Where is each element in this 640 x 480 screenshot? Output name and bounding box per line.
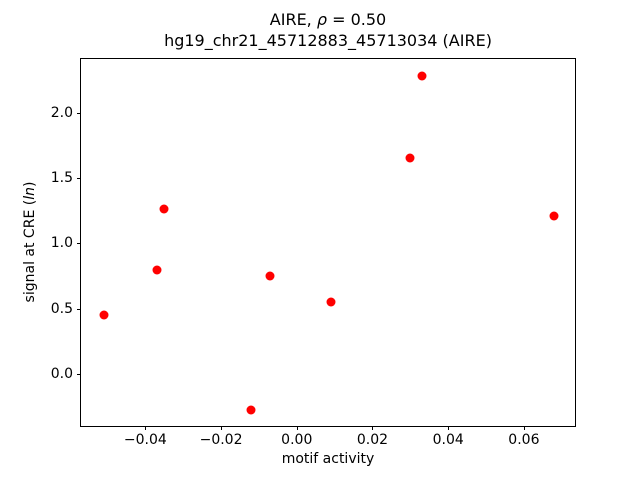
title-rho-symbol: ρ xyxy=(316,10,327,29)
chart-title: AIRE, ρ = 0.50 hg19_chr21_45712883_45713… xyxy=(80,9,576,51)
x-tick-label: 0.06 xyxy=(508,432,540,448)
y-tick-label: 1.5 xyxy=(50,170,73,187)
y-axis-label: signal at CRE (ln) xyxy=(22,182,38,303)
scatter-point xyxy=(326,297,336,307)
x-tick-label: 0.04 xyxy=(432,432,464,448)
x-tick-mark xyxy=(523,426,525,430)
y-tick-label: 2.0 xyxy=(50,104,73,121)
scatter-point xyxy=(265,271,275,281)
x-tick-mark xyxy=(221,426,223,430)
scatter-point xyxy=(152,265,162,275)
y-label-italic-ln: ln xyxy=(22,187,38,200)
y-tick-mark xyxy=(77,243,81,245)
y-tick-label: 1.0 xyxy=(50,235,73,252)
title-prefix: AIRE, xyxy=(269,10,317,29)
plot-area: −0.04 −0.02 0.00 0.02 0.04 0.06 0.0 0.5 1.0 1.5 2.… xyxy=(51,58,576,448)
title-suffix: = 0.50 xyxy=(327,10,387,29)
scatter-point xyxy=(417,71,427,81)
y-tick-mark xyxy=(77,178,81,180)
scatter-point xyxy=(405,153,415,163)
y-tick-mark xyxy=(77,112,81,114)
y-tick-mark xyxy=(77,374,81,376)
x-tick-mark xyxy=(448,426,450,430)
x-tick-label: 0.02 xyxy=(356,432,389,448)
scatter-point xyxy=(246,405,256,415)
x-tick-label: −0.02 xyxy=(199,432,243,448)
chart-subtitle: hg19_chr21_45712883_45713034 (AIRE) xyxy=(164,31,492,50)
y-label-prefix: signal at CRE ( xyxy=(22,199,38,303)
scatter-point xyxy=(99,310,109,320)
x-tick-mark xyxy=(145,426,147,430)
y-tick-mark xyxy=(77,308,81,310)
y-tick-label: 0.5 xyxy=(50,300,73,317)
x-axis-label: motif activity xyxy=(281,451,375,467)
y-tick-label: 0.0 xyxy=(50,366,73,383)
x-tick-label: −0.04 xyxy=(123,432,167,448)
x-tick-mark xyxy=(372,426,374,430)
chart-title-line1: AIRE, ρ = 0.50 xyxy=(80,9,576,30)
x-tick-label: 0.00 xyxy=(281,432,313,448)
scatter-point xyxy=(159,204,169,214)
x-tick-mark xyxy=(296,426,298,430)
y-label-suffix: ) xyxy=(22,181,38,188)
scatter-point xyxy=(549,211,559,221)
